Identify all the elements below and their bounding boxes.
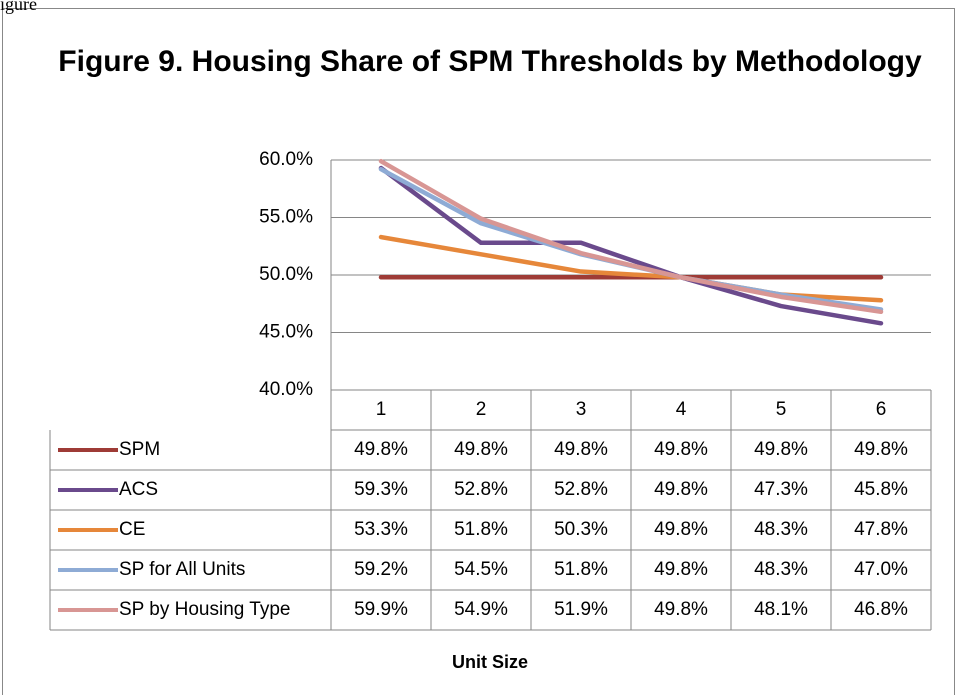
x-axis-label: Unit Size — [452, 652, 528, 672]
table-value: 52.8% — [454, 479, 508, 500]
legend-label: SP by Housing Type — [119, 599, 290, 620]
table-value: 49.8% — [554, 439, 608, 460]
x-tick-label: 6 — [876, 399, 887, 420]
table-value: 48.3% — [754, 559, 808, 580]
table-value: 48.1% — [754, 599, 808, 620]
series-line — [378, 166, 884, 312]
table-value: 49.8% — [654, 479, 708, 500]
y-tick-label: 55.0% — [259, 207, 313, 228]
table-value: 49.8% — [354, 439, 408, 460]
x-tick-label: 5 — [776, 399, 787, 420]
table-value: 59.3% — [354, 479, 408, 500]
x-tick-label: 4 — [676, 399, 687, 420]
x-tick-label: 1 — [376, 399, 387, 420]
table-value: 48.3% — [754, 519, 808, 540]
table-value: 51.9% — [554, 599, 608, 620]
table-value: 49.8% — [654, 519, 708, 540]
legend-label: CE — [119, 519, 145, 540]
y-tick-label: 50.0% — [259, 264, 313, 285]
table-value: 47.8% — [854, 519, 908, 540]
legend-label: ACS — [119, 479, 158, 500]
table-value: 54.9% — [454, 599, 508, 620]
chart-title: Figure 9. Housing Share of SPM Threshold… — [58, 45, 922, 78]
table-value: 47.0% — [854, 559, 908, 580]
table-value: 46.8% — [854, 599, 908, 620]
legend-label: SPM — [119, 439, 160, 460]
table-value: 49.8% — [854, 439, 908, 460]
series-line — [378, 234, 884, 303]
table-value: 59.2% — [354, 559, 408, 580]
table-value: 59.9% — [354, 599, 408, 620]
table-value: 53.3% — [354, 519, 408, 540]
series-line — [378, 158, 884, 315]
table-value: 51.8% — [454, 519, 508, 540]
table-value: 49.8% — [654, 599, 708, 620]
table-value: 45.8% — [854, 479, 908, 500]
y-tick-label: 40.0% — [259, 379, 313, 400]
table-value: 49.8% — [654, 559, 708, 580]
x-tick-label: 2 — [476, 399, 487, 420]
series-line — [378, 165, 884, 326]
chart-frame — [2, 8, 955, 695]
table-value: 54.5% — [454, 559, 508, 580]
table-value: 52.8% — [554, 479, 608, 500]
table-value: 50.3% — [554, 519, 608, 540]
table-value: 47.3% — [754, 479, 808, 500]
y-tick-label: 60.0% — [259, 149, 313, 170]
table-value: 49.8% — [654, 439, 708, 460]
table-value: 49.8% — [754, 439, 808, 460]
table-value: 51.8% — [554, 559, 608, 580]
caption: igure — [0, 0, 37, 14]
x-tick-label: 3 — [576, 399, 587, 420]
table-value: 49.8% — [454, 439, 508, 460]
legend-label: SP for All Units — [119, 559, 245, 580]
y-tick-label: 45.0% — [259, 322, 313, 343]
